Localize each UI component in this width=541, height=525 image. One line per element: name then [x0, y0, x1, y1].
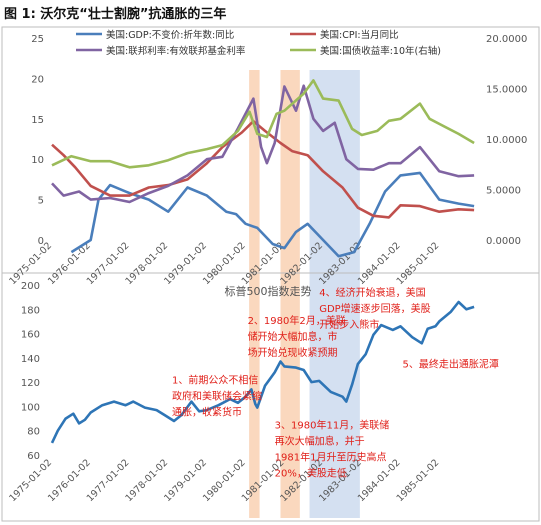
top-right-y-tick: 15.0000: [486, 85, 527, 96]
top-left-y-tick: 20: [31, 74, 44, 85]
legend-label-3: 美国:联邦利率:有效联邦基金利率: [106, 45, 246, 57]
annotation-2: 2、1980年2月，美联储开始大幅加息，市场开始兑现收紧预期: [248, 314, 346, 359]
top-left-y-tick: 10: [31, 155, 44, 166]
top-series-line-1: [70, 171, 475, 258]
shaded-period-2: [280, 70, 300, 518]
top-left-y-tick: 5: [38, 196, 44, 207]
bottom-y-tick: 60: [27, 451, 40, 462]
annotation-4: 1、前期公众不相信政府和美联储会紧缩通胀，收紧货币: [172, 373, 262, 418]
sp500-line: [50, 300, 475, 444]
top-right-y-tick: 5.0000: [486, 186, 521, 197]
bottom-chart-frame: [1, 272, 540, 522]
bottom-y-tick: 200: [21, 281, 40, 292]
top-right-y-tick: 10.0000: [486, 135, 527, 146]
top-series-line-2: [51, 119, 475, 219]
top-left-y-tick: 15: [31, 115, 44, 126]
annotation-5: 3、1980年11月，美联储再次大幅加息，并于 1981年1月升至历史高点 20%，…: [275, 418, 390, 479]
top-series-line-3: [51, 84, 475, 204]
top-right-y-tick: 20.0000: [486, 34, 527, 45]
legend-label-2: 美国:CPI:当月同比: [320, 29, 399, 41]
bottom-y-tick: 100: [21, 402, 40, 413]
bottom-chart-series: [50, 300, 475, 444]
shaded-periods: [249, 70, 360, 518]
top-chart-legend: 美国:GDP:不变价:折年数:同比 美国:CPI:当月同比美国:联邦利率:有效联邦…: [76, 29, 441, 57]
annotation-3: 5、最终走出通胀泥潭: [402, 358, 498, 371]
bottom-chart-title: 标普500指数走势: [225, 284, 312, 298]
annotation-1: 4、经济开始衰退，美国 GDP增速逐步回落，美股开始步入熊市: [319, 286, 430, 331]
bottom-y-tick: 140: [21, 354, 40, 365]
top-series-line-4: [51, 79, 475, 169]
top-left-y-tick: 0: [38, 236, 44, 247]
legend-label-1: 美国:GDP:不变价:折年数:同比: [106, 29, 234, 41]
shaded-period-1: [249, 70, 260, 518]
top-right-y-tick: 0.0000: [486, 236, 521, 247]
bottom-y-tick: 120: [21, 378, 40, 389]
bottom-chart-annotations: 4、经济开始衰退，美国 GDP增速逐步回落，美股开始步入熊市2、1980年2月，美…: [172, 286, 499, 479]
bottom-y-tick: 160: [21, 330, 40, 341]
figure-title: 图 1: 沃尔克“壮士割腕”抗通胀的三年: [4, 7, 227, 22]
bottom-y-tick: 180: [21, 305, 40, 316]
bottom-y-tick: 80: [27, 427, 40, 438]
shaded-period-3: [309, 70, 360, 518]
top-chart-series: [51, 79, 475, 258]
top-left-y-tick: 25: [31, 34, 44, 45]
top-chart-frame: [1, 26, 540, 274]
legend-label-4: 美国:国债收益率:10年(右轴): [320, 45, 441, 57]
